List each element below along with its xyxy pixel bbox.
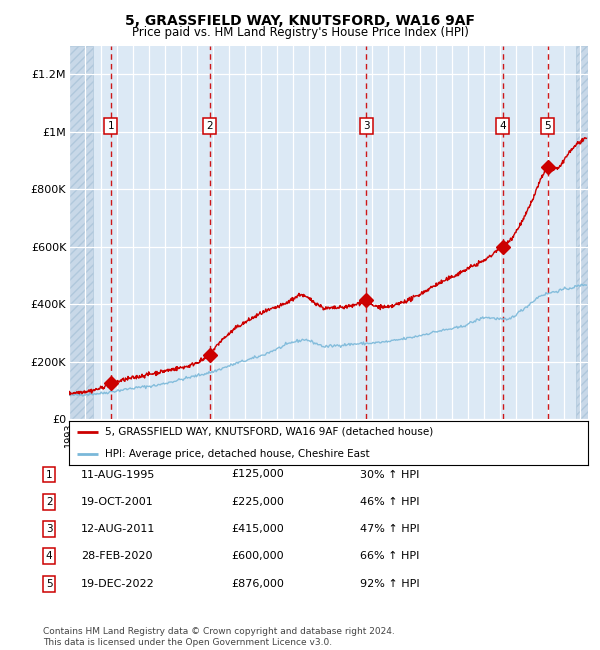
Text: Contains HM Land Registry data © Crown copyright and database right 2024.
This d: Contains HM Land Registry data © Crown c… (43, 627, 395, 647)
Text: 3: 3 (46, 524, 53, 534)
Text: 3: 3 (363, 121, 370, 131)
Text: 5: 5 (46, 578, 53, 589)
Bar (69, 46, 93, 419)
Text: 1: 1 (46, 469, 53, 480)
Text: 30% ↑ HPI: 30% ↑ HPI (360, 469, 419, 480)
Text: £225,000: £225,000 (231, 497, 284, 507)
Text: 47% ↑ HPI: 47% ↑ HPI (360, 524, 419, 534)
Text: 66% ↑ HPI: 66% ↑ HPI (360, 551, 419, 562)
Text: 2: 2 (46, 497, 53, 507)
Text: 2: 2 (206, 121, 213, 131)
Text: 46% ↑ HPI: 46% ↑ HPI (360, 497, 419, 507)
Text: £415,000: £415,000 (231, 524, 284, 534)
Text: £876,000: £876,000 (231, 578, 284, 589)
Text: 4: 4 (46, 551, 53, 562)
Text: 5: 5 (544, 121, 551, 131)
Text: 5, GRASSFIELD WAY, KNUTSFORD, WA16 9AF (detached house): 5, GRASSFIELD WAY, KNUTSFORD, WA16 9AF (… (106, 426, 434, 437)
Text: 1: 1 (107, 121, 114, 131)
Text: 19-DEC-2022: 19-DEC-2022 (81, 578, 155, 589)
Text: 19-OCT-2001: 19-OCT-2001 (81, 497, 154, 507)
Bar (576, 46, 588, 419)
Text: Price paid vs. HM Land Registry's House Price Index (HPI): Price paid vs. HM Land Registry's House … (131, 26, 469, 39)
Text: 28-FEB-2020: 28-FEB-2020 (81, 551, 152, 562)
Text: 4: 4 (499, 121, 506, 131)
Text: £125,000: £125,000 (231, 469, 284, 480)
Text: 92% ↑ HPI: 92% ↑ HPI (360, 578, 419, 589)
Text: £600,000: £600,000 (231, 551, 284, 562)
Text: HPI: Average price, detached house, Cheshire East: HPI: Average price, detached house, Ches… (106, 448, 370, 459)
Text: 5, GRASSFIELD WAY, KNUTSFORD, WA16 9AF: 5, GRASSFIELD WAY, KNUTSFORD, WA16 9AF (125, 14, 475, 29)
Text: 11-AUG-1995: 11-AUG-1995 (81, 469, 155, 480)
Text: 12-AUG-2011: 12-AUG-2011 (81, 524, 155, 534)
